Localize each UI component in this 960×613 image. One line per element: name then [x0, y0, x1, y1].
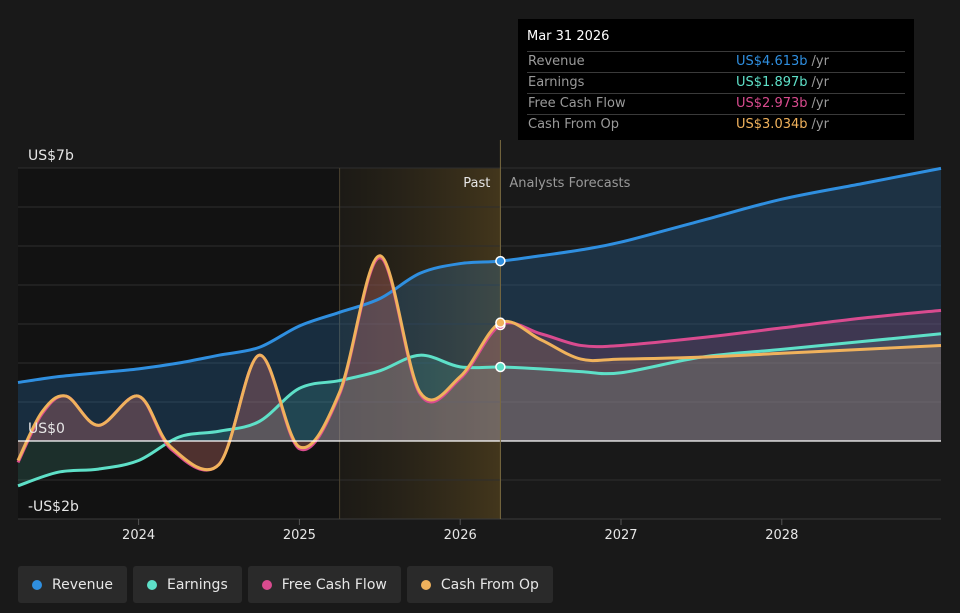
tooltip-unit: /yr: [811, 96, 829, 111]
legend-label: Free Cash Flow: [281, 576, 387, 593]
tooltip-label: Cash From Op: [528, 117, 620, 132]
x-axis-ticks: 2024 2025 2026 2027 2028: [122, 519, 798, 543]
x-tick-label: 2025: [283, 528, 316, 543]
past-label: Past: [463, 176, 490, 191]
tooltip-row-revenue: Revenue US$4.613b /yr: [527, 51, 905, 72]
y-tick-label: US$0: [28, 421, 65, 437]
free-cash-flow-dot-icon: [261, 579, 272, 590]
tooltip-value: US$4.613b: [736, 54, 808, 69]
legend: Revenue Earnings Free Cash Flow Cash Fro…: [18, 566, 553, 603]
cash-from-op-line: [16, 254, 942, 472]
y-tick-label: US$7b: [28, 148, 74, 164]
tooltip-date: Mar 31 2026: [527, 29, 610, 44]
tooltip-row-cash-from-op: Cash From Op US$3.034b /yr: [527, 114, 905, 135]
tooltip-value: US$2.973b: [736, 96, 808, 111]
legend-item-cash-from-op[interactable]: Cash From Op: [406, 566, 553, 603]
series-lines: [16, 166, 942, 488]
grid-lines: [18, 167, 941, 520]
legend-label: Revenue: [52, 576, 113, 593]
revenue-line: [17, 166, 942, 384]
tooltip-unit: /yr: [811, 75, 829, 90]
legend-item-revenue[interactable]: Revenue: [18, 566, 127, 603]
tooltip-markers: [495, 255, 506, 373]
legend-label: Earnings: [166, 576, 228, 593]
tooltip: Mar 31 2026 Revenue US$4.613b /yr Earnin…: [518, 19, 914, 140]
legend-label: Cash From Op: [440, 576, 539, 593]
tooltip-label: Earnings: [528, 75, 585, 90]
x-tick-label: 2026: [444, 528, 477, 543]
x-tick-label: 2028: [765, 528, 798, 543]
tooltip-value: US$3.034b: [736, 117, 808, 132]
earnings-dot-icon: [146, 579, 157, 590]
x-tick-label: 2024: [122, 528, 155, 543]
y-axis-ticks: US$7b US$0 -US$2b: [28, 148, 79, 515]
cash-from-op-area: [18, 255, 941, 470]
tooltip-row-free-cash-flow: Free Cash Flow US$2.973b /yr: [527, 93, 905, 114]
earnings-marker: [495, 361, 506, 373]
tooltip-label: Free Cash Flow: [528, 96, 626, 111]
legend-item-free-cash-flow[interactable]: Free Cash Flow: [247, 566, 401, 603]
tooltip-row-earnings: Earnings US$1.897b /yr: [527, 72, 905, 93]
tooltip-label: Revenue: [528, 54, 585, 69]
y-tick-label: -US$2b: [28, 499, 79, 515]
free-cash-flow-area: [18, 257, 941, 471]
analysts-forecasts-label: Analysts Forecasts: [509, 176, 630, 191]
tooltip-unit: /yr: [811, 117, 829, 132]
cash-from-op-marker: [495, 317, 506, 328]
x-tick-label: 2027: [604, 528, 637, 543]
highlight-region: [339, 168, 501, 519]
tooltip-value: US$1.897b: [736, 75, 808, 90]
cash-from-op-dot-icon: [420, 579, 431, 590]
earnings-area: [18, 333, 941, 486]
legend-item-earnings[interactable]: Earnings: [132, 566, 242, 603]
revenue-dot-icon: [32, 579, 42, 590]
revenue-marker: [495, 255, 506, 267]
financials-chart: US$7b US$0 -US$2b 2024 2025 2026 2027 2028 Pas…: [16, 140, 942, 543]
tooltip-unit: /yr: [811, 54, 829, 69]
